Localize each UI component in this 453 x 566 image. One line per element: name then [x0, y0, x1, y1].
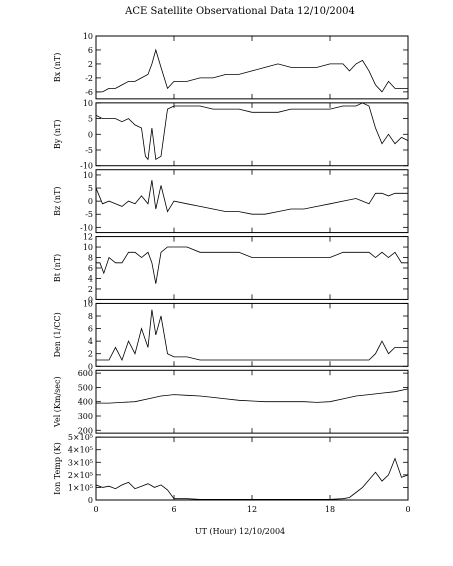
y-axis-label: Vel (Km/sec): [53, 376, 62, 428]
y-tick-label: 1×10⁵: [68, 483, 93, 492]
y-tick-label: 8: [88, 254, 93, 263]
y-axis-label: Bz (nT): [53, 186, 62, 215]
y-tick-label: 200: [78, 426, 93, 435]
y-tick-label: 2: [88, 60, 93, 69]
y-tick-label: 10: [83, 171, 93, 180]
series-line: [96, 246, 408, 284]
y-tick-label: 10: [83, 32, 93, 41]
x-axis-label: UT (Hour) 12/10/2004: [195, 527, 285, 536]
y-tick-label: 400: [78, 398, 93, 407]
y-tick-label: -5: [85, 146, 93, 155]
panel-frame: [95, 302, 409, 367]
x-tick-label: 0: [93, 505, 98, 514]
series-line: [95, 180, 408, 215]
y-axis-label: Ion Temp (K): [53, 442, 62, 495]
y-tick-label: 5: [88, 115, 93, 124]
panels: 10 6 2 -2 -6 Bx (nT) 10 5 0 -5 -10 By (nT) 10 5 0 -5 -10…: [53, 32, 411, 514]
panel-frame: [95, 436, 409, 501]
y-tick-label: 0: [88, 197, 93, 206]
y-tick-label: -2: [85, 74, 93, 83]
y-tick-label: 10: [83, 243, 93, 252]
y-tick-label: 2×10⁵: [68, 471, 93, 480]
x-tick-label: 12: [247, 505, 257, 514]
y-axis-label: Bt (nT): [53, 254, 62, 282]
y-tick-label: 3×10⁵: [68, 458, 93, 467]
y-tick-label: 12: [83, 233, 93, 242]
x-tick-label: 6: [171, 505, 176, 514]
figure-title: ACE Satellite Observational Data 12/10/2…: [124, 6, 355, 17]
y-tick-label: 600: [78, 369, 93, 378]
series-line: [95, 457, 409, 500]
y-tick-label: 2: [88, 285, 93, 294]
x-tick-label: 0: [405, 505, 410, 514]
y-tick-label: 5: [88, 184, 93, 193]
y-tick-label: 5×10⁵: [68, 433, 93, 442]
y-tick-label: 10: [83, 99, 93, 108]
y-tick-label: 500: [78, 383, 93, 392]
y-tick-label: -6: [85, 88, 93, 97]
y-tick-label: 0: [88, 496, 93, 505]
y-tick-label: 0: [88, 362, 93, 371]
y-tick-label: 0: [88, 295, 93, 304]
series-line: [96, 48, 408, 93]
panel-frame: [95, 169, 409, 234]
panel-frame: [95, 35, 409, 100]
y-tick-label: 10: [83, 299, 93, 308]
y-tick-label: -5: [85, 210, 93, 219]
y-axis-label: Bx (nT): [53, 53, 62, 83]
series-line: [96, 309, 408, 362]
y-tick-label: 6: [88, 325, 93, 334]
y-tick-label: 2: [88, 350, 93, 359]
y-tick-label: 6: [88, 264, 93, 273]
series-line: [96, 388, 409, 404]
y-tick-label: 4×10⁵: [68, 446, 93, 455]
y-axis-label: By (nT): [53, 119, 62, 149]
panel-frame: [95, 236, 409, 300]
y-tick-label: 0: [88, 130, 93, 139]
y-tick-label: 300: [78, 412, 93, 421]
y-tick-label: 4: [88, 337, 93, 346]
y-axis-label: Den (1/CC): [53, 312, 62, 357]
y-tick-label: 8: [88, 312, 93, 321]
y-tick-label: -10: [80, 162, 93, 171]
panel-frame: [95, 369, 409, 434]
series-line: [95, 102, 409, 161]
x-tick-label: 18: [325, 505, 335, 514]
y-tick-label: -10: [80, 223, 93, 232]
y-tick-label: 4: [88, 274, 93, 283]
y-tick-label: 6: [88, 46, 93, 55]
